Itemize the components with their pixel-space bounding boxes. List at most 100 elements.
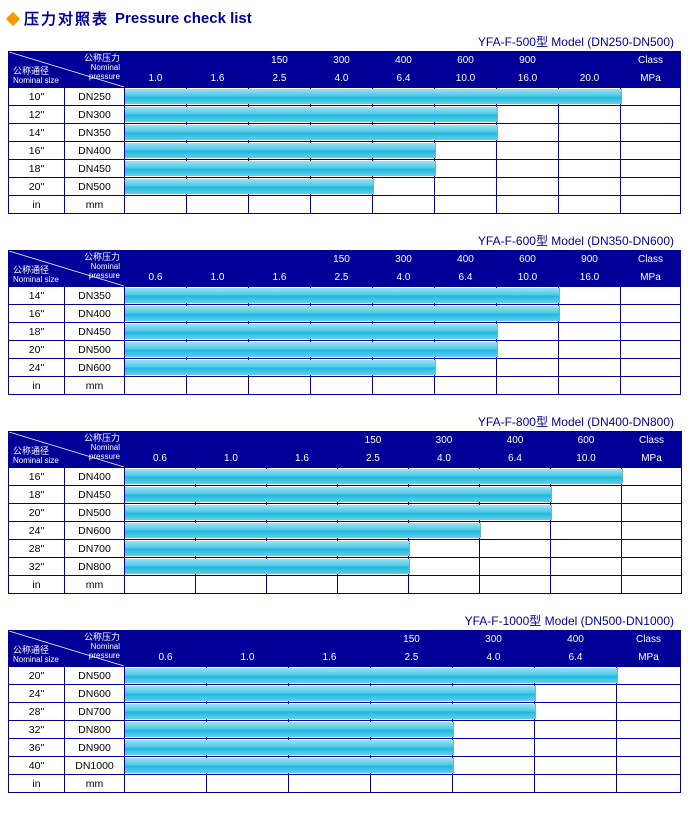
footer-empty-cell bbox=[267, 576, 338, 594]
bar-cell bbox=[125, 160, 187, 178]
footer-mm-cell: mm bbox=[65, 576, 125, 594]
bar-cell bbox=[551, 540, 622, 558]
size-mm-cell: DN600 bbox=[65, 522, 125, 540]
table-row: 14"DN350 bbox=[9, 124, 681, 142]
size-in-cell: 16" bbox=[9, 468, 65, 486]
mpa-header-cell: 2.5 bbox=[311, 269, 373, 287]
mpa-header-cell: 16.0 bbox=[497, 70, 559, 88]
bar-cell bbox=[617, 739, 681, 757]
class-header-cell: 300 bbox=[453, 631, 535, 649]
footer-empty-cell bbox=[551, 576, 622, 594]
hdr-nominal-pressure-zh: 公称压力 bbox=[84, 632, 120, 642]
hdr-nominal-pressure-en: Nominalpressure bbox=[89, 262, 120, 280]
bar-cell bbox=[373, 160, 435, 178]
bar-cell bbox=[249, 106, 311, 124]
bar-cell bbox=[125, 142, 187, 160]
bar-cell bbox=[621, 287, 681, 305]
footer-in-cell: in bbox=[9, 377, 65, 395]
size-mm-cell: DN500 bbox=[65, 178, 125, 196]
hdr-nominal-size-en: Nominal size bbox=[13, 76, 59, 85]
bar-cell bbox=[535, 721, 617, 739]
footer-in-cell: in bbox=[9, 775, 65, 793]
footer-empty-cell bbox=[373, 377, 435, 395]
table-row: 16"DN400 bbox=[9, 305, 681, 323]
class-header-cell bbox=[125, 631, 207, 649]
bar-cell bbox=[289, 703, 371, 721]
bar-cell bbox=[289, 757, 371, 775]
bar-cell bbox=[622, 540, 682, 558]
bar-cell bbox=[187, 323, 249, 341]
bar-cell bbox=[551, 522, 622, 540]
bar-cell bbox=[535, 667, 617, 685]
bar-cell bbox=[373, 341, 435, 359]
class-label-cell: Class bbox=[622, 432, 682, 450]
pressure-table-1: YFA-F-600型 Model (DN350-DN600)公称压力Nomina… bbox=[8, 232, 680, 395]
bar-cell bbox=[497, 160, 559, 178]
size-in-cell: 20" bbox=[9, 341, 65, 359]
bar-cell bbox=[125, 757, 207, 775]
class-header-cell bbox=[125, 432, 196, 450]
class-header-cell bbox=[207, 631, 289, 649]
mpa-header-cell: 1.6 bbox=[267, 450, 338, 468]
corner-header: 公称压力Nominalpressure公称通径Nominal size bbox=[9, 52, 125, 88]
table-row: 20"DN500 bbox=[9, 178, 681, 196]
bar-cell bbox=[409, 504, 480, 522]
class-header-cell bbox=[249, 251, 311, 269]
bar-cell bbox=[535, 739, 617, 757]
bar-cell bbox=[125, 540, 196, 558]
size-in-cell: 32" bbox=[9, 721, 65, 739]
mpa-header-cell: 0.6 bbox=[125, 649, 207, 667]
bar-cell bbox=[249, 359, 311, 377]
footer-empty-cell bbox=[559, 196, 621, 214]
size-mm-cell: DN400 bbox=[65, 468, 125, 486]
bar-cell bbox=[125, 323, 187, 341]
footer-empty-cell bbox=[617, 775, 681, 793]
bar-cell bbox=[621, 160, 681, 178]
size-in-cell: 28" bbox=[9, 540, 65, 558]
size-in-cell: 32" bbox=[9, 558, 65, 576]
size-in-cell: 18" bbox=[9, 160, 65, 178]
bar-cell bbox=[371, 721, 453, 739]
page-title: 压力对照表 Pressure check list bbox=[8, 8, 680, 29]
bar-cell bbox=[125, 703, 207, 721]
bar-cell bbox=[373, 287, 435, 305]
table-row: 32"DN800 bbox=[9, 558, 682, 576]
bar-cell bbox=[125, 178, 187, 196]
bar-cell bbox=[125, 486, 196, 504]
footer-empty-cell bbox=[207, 775, 289, 793]
footer-empty-cell bbox=[453, 775, 535, 793]
table-row: 28"DN700 bbox=[9, 703, 681, 721]
bar-cell bbox=[125, 685, 207, 703]
footer-empty-cell bbox=[559, 377, 621, 395]
bar-cell bbox=[551, 486, 622, 504]
class-header-cell: 400 bbox=[480, 432, 551, 450]
bar-cell bbox=[187, 341, 249, 359]
class-header-cell: 150 bbox=[249, 52, 311, 70]
size-in-cell: 24" bbox=[9, 359, 65, 377]
bar-cell bbox=[559, 160, 621, 178]
class-header-cell bbox=[125, 52, 187, 70]
mpa-header-cell: 6.4 bbox=[480, 450, 551, 468]
bar-cell bbox=[453, 721, 535, 739]
bar-cell bbox=[497, 305, 559, 323]
corner-header: 公称压力Nominalpressure公称通径Nominal size bbox=[9, 432, 125, 468]
bar-cell bbox=[371, 685, 453, 703]
class-header-cell: 300 bbox=[311, 52, 373, 70]
footer-empty-cell bbox=[196, 576, 267, 594]
bar-cell bbox=[551, 558, 622, 576]
table-row: 36"DN900 bbox=[9, 739, 681, 757]
bar-cell bbox=[311, 305, 373, 323]
bar-cell bbox=[617, 721, 681, 739]
pressure-grid: 公称压力Nominalpressure公称通径Nominal size 15030… bbox=[8, 51, 681, 214]
bar-cell bbox=[373, 323, 435, 341]
bar-cell bbox=[249, 142, 311, 160]
bar-cell bbox=[125, 124, 187, 142]
class-header-cell: 300 bbox=[373, 251, 435, 269]
class-header-cell bbox=[187, 251, 249, 269]
size-mm-cell: DN600 bbox=[65, 685, 125, 703]
size-mm-cell: DN300 bbox=[65, 106, 125, 124]
hdr-nominal-pressure-zh: 公称压力 bbox=[84, 53, 120, 63]
bar-cell bbox=[249, 341, 311, 359]
bar-cell bbox=[311, 160, 373, 178]
mpa-label-cell: MPa bbox=[617, 649, 681, 667]
